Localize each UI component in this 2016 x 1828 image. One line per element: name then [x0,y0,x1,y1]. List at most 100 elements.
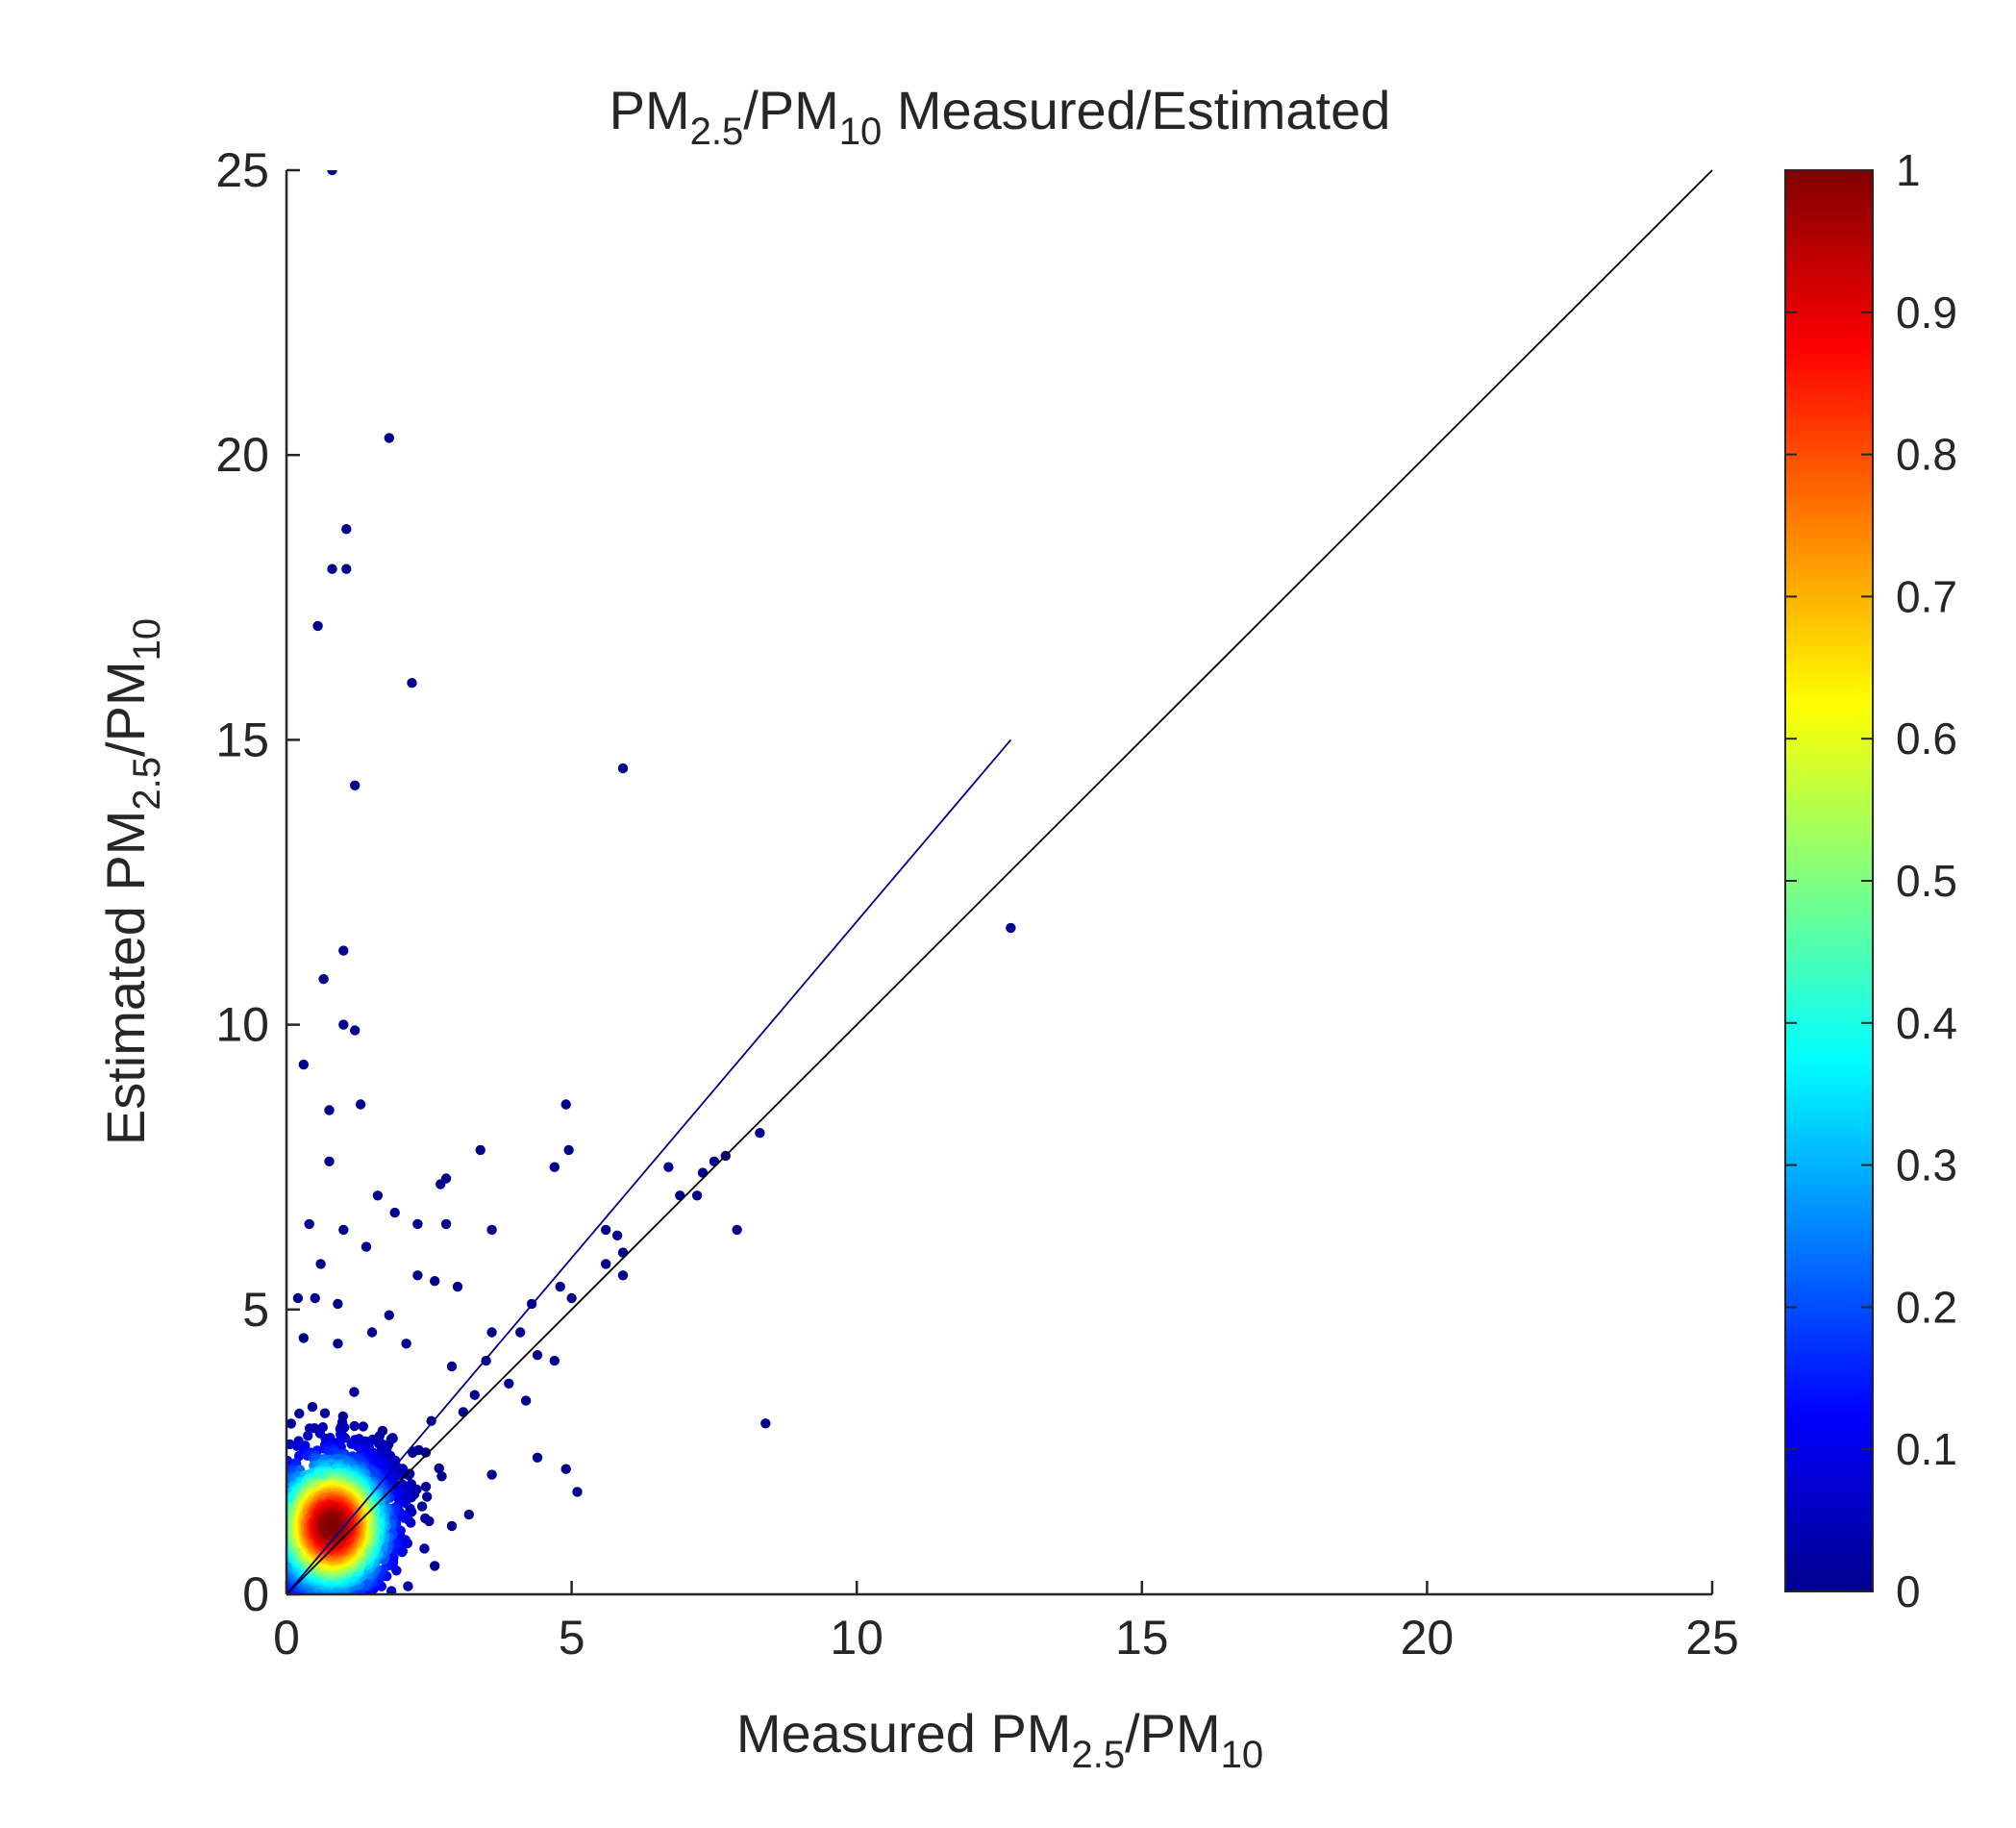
title-part-rest: Measured/Estimated [882,80,1390,140]
scatter-point [430,1276,440,1287]
ylabel-part-sub-25: 2.5 [126,757,168,811]
colorbar-tick-label: 0 [1896,1566,1921,1616]
reference-lines [286,169,1713,1595]
xlabel-part-main: Measured PM [736,1703,1072,1764]
colorbar-tick-label: 0.5 [1896,856,1957,906]
scatter-point [436,1179,446,1189]
scatter-point [549,1162,560,1172]
scatter-point [304,1218,314,1230]
scatter-point [426,1415,436,1426]
scatter-point [407,678,417,689]
ylabel-part-pm: /PM [95,661,156,757]
xlabel-part-pm: /PM [1125,1703,1221,1764]
x-tick-label: 5 [559,1611,585,1665]
scatter-point [349,1387,360,1397]
scatter-point [384,1310,394,1320]
scatter-point [611,1230,623,1241]
scatter-point [515,1327,526,1338]
ylabel-part-sub-10: 10 [126,618,168,662]
scatter-point [298,1333,309,1343]
x-tick-label: 15 [1115,1611,1169,1665]
scatter-point [327,170,337,176]
scatter-point [355,1099,366,1110]
scatter-point [486,1327,497,1338]
scatter-point [298,1059,309,1070]
scatter-point [486,1469,497,1480]
title-part-sub-25: 2.5 [690,111,744,153]
scatter-point [549,1355,560,1366]
scatter-point [294,1408,305,1419]
y-tick-label: 0 [242,1567,269,1621]
scatter-point [446,1520,458,1532]
scatter-point [520,1395,532,1406]
x-axis-title: Measured PM2.5/PM10 [736,1703,1263,1776]
scatter-point [307,1401,318,1413]
scatter-point [315,1259,326,1269]
scatter-point [532,1350,543,1361]
y-tick-label: 20 [215,428,269,482]
scatter-point [691,1190,703,1201]
colorbar-tick-label: 0.6 [1896,714,1957,764]
colorbar-tick-label: 0.8 [1896,430,1957,480]
scatter-point [434,1463,444,1474]
scatter-point [481,1355,491,1366]
scatter-point [318,974,329,985]
scatter-point [709,1156,720,1167]
title-part-pm: PM [610,80,690,140]
scatter-point [566,1292,577,1304]
scatter-point [732,1224,742,1236]
scatter-point [440,1218,452,1230]
scatter-point [663,1162,674,1172]
scatter-point [341,524,352,535]
x-tick-label: 0 [273,1611,300,1665]
scatter-point [386,1586,397,1594]
x-tick-label: 20 [1401,1611,1455,1665]
scatter-point [617,763,629,774]
colorbar-tick-label: 0.7 [1896,571,1957,621]
colorbar-ticks: 0 0.1 0.2 0.3 0.4 0.5 0.6 0.7 0.8 0.9 1 [1785,145,1957,1616]
scatter-point [412,1270,423,1281]
scatter-point [350,780,361,790]
scatter-point [338,1224,349,1236]
scatter-point [555,1281,565,1292]
y-tick-label: 15 [215,713,269,766]
scatter-point [697,1167,709,1178]
scatter-point [361,1241,372,1252]
scatter-point [452,1281,463,1292]
colorbar-tick-label: 0.9 [1896,288,1957,338]
scatter-point [420,1513,431,1524]
scatter-point [412,1218,423,1230]
scatter-point [446,1361,458,1372]
scatter-point [389,1207,400,1218]
scatter-point [384,433,394,443]
scatter-point [458,1407,469,1417]
scatter-point [327,1520,337,1532]
scatter-point [563,1144,574,1156]
chart-title: PM2.5/PM10 Measured/Estimated [610,80,1391,153]
title-part-pm10: /PM [743,80,839,140]
scatter-point [324,1105,335,1115]
scatter-point [1006,922,1016,934]
scatter-point [292,1292,304,1304]
scatter-point [560,1464,571,1474]
scatter-point [310,1292,320,1304]
scatter-point [312,620,323,632]
scatter-point [486,1224,497,1236]
scatter-point [436,1471,447,1482]
scatter-point [416,1501,428,1512]
scatter-point [338,1019,349,1030]
scatter-point [419,1543,430,1554]
x-axis-ticks: 0 5 10 15 20 25 [273,1581,1739,1665]
scatter-point [341,563,352,574]
scatter-point [338,945,349,956]
scatter-point [532,1452,543,1464]
scatter-point [366,1327,378,1338]
scatter-point [327,563,337,574]
x-tick-label: 25 [1685,1611,1739,1665]
scatter-points [286,170,1016,1594]
colorbar-tick-label: 0.3 [1896,1140,1957,1190]
title-part-sub-10: 10 [839,111,883,153]
scatter-point [504,1378,514,1390]
scatter-point [408,1447,418,1459]
